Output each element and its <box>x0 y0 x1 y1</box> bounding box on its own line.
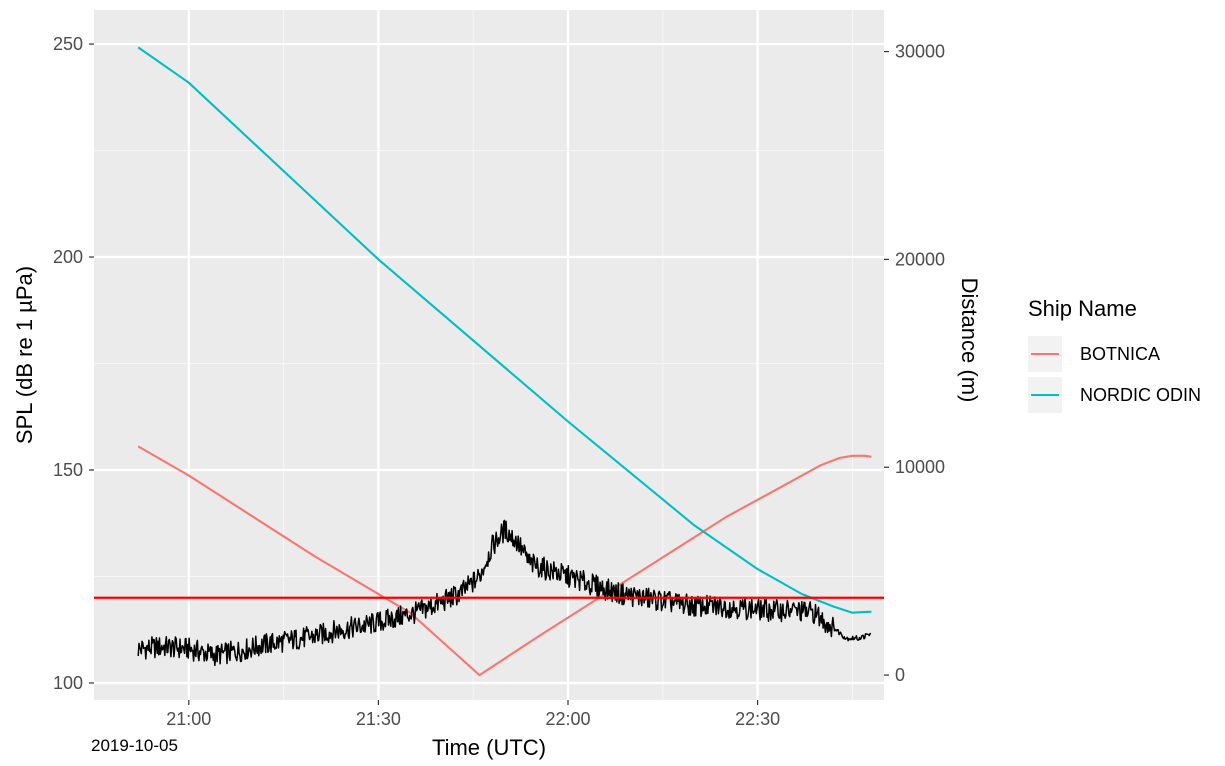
left-axis: 100 150 200 250 <box>53 34 94 693</box>
left-axis-tick-label: 150 <box>53 460 83 480</box>
right-axis-tick-label: 20000 <box>895 249 945 269</box>
legend-label: BOTNICA <box>1080 344 1160 364</box>
series-layer <box>94 46 884 677</box>
x-axis-tick-label: 21:30 <box>356 709 401 729</box>
right-axis-tick-label: 30000 <box>895 42 945 62</box>
legend-title: Ship Name <box>1028 296 1137 321</box>
bottom-axis: 21:00 21:30 22:00 22:30 <box>166 700 780 729</box>
date-label: 2019-10-05 <box>91 736 178 755</box>
x-axis-title: Time (UTC) <box>432 735 546 760</box>
right-axis-tick-label: 10000 <box>895 457 945 477</box>
grid-major <box>94 10 884 700</box>
left-axis-title: SPL (dB re 1 µPa) <box>12 266 37 444</box>
series-line-spl <box>137 519 872 667</box>
series-line-botnica <box>137 445 872 677</box>
left-axis-tick-label: 200 <box>53 247 83 267</box>
legend-entries: BOTNICA NORDIC ODIN <box>1028 336 1201 413</box>
x-axis-tick-label: 21:00 <box>166 709 211 729</box>
legend-label: NORDIC ODIN <box>1080 385 1201 405</box>
x-axis-tick-label: 22:30 <box>735 709 780 729</box>
series-line-nordic-odin <box>137 46 872 614</box>
right-axis-title: Distance (m) <box>957 278 982 403</box>
right-axis-tick-label: 0 <box>895 665 905 685</box>
right-axis: 0 10000 20000 30000 <box>884 42 945 685</box>
left-axis-tick-label: 100 <box>53 673 83 693</box>
grid-minor <box>94 10 884 700</box>
x-axis-tick-label: 22:00 <box>545 709 590 729</box>
left-axis-tick-label: 250 <box>53 34 83 54</box>
legend: Ship Name BOTNICA NORDIC ODIN <box>1028 296 1201 413</box>
